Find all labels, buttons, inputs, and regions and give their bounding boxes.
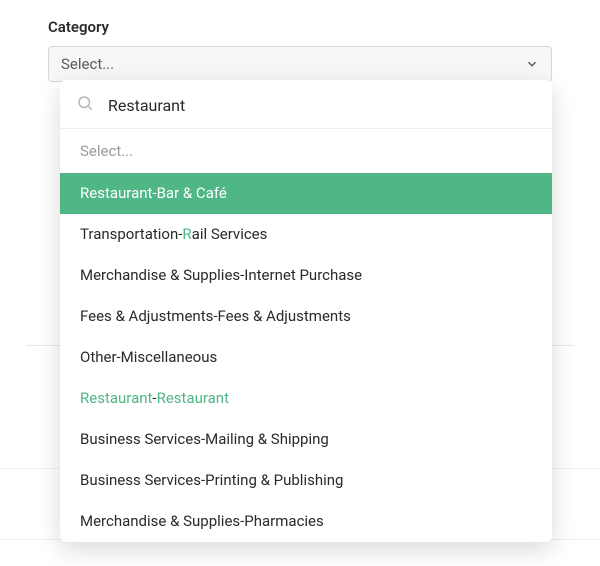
search-icon <box>76 94 94 116</box>
category-dropdown: Select... Restaurant-Bar & CaféTransport… <box>60 80 552 542</box>
dropdown-option[interactable]: Business Services-Mailing & Shipping <box>60 419 552 460</box>
category-select-value: Select... <box>61 55 114 73</box>
dropdown-option[interactable]: Transportation-Rail Services <box>60 214 552 255</box>
dropdown-option[interactable]: Restaurant-Restaurant <box>60 378 552 419</box>
dropdown-search-input[interactable] <box>108 96 536 115</box>
dropdown-list: Restaurant-Bar & CaféTransportation-Rail… <box>60 173 552 542</box>
dropdown-option[interactable]: Fees & Adjustments-Fees & Adjustments <box>60 296 552 337</box>
category-select[interactable]: Select... <box>48 46 552 82</box>
dropdown-option[interactable]: Restaurant-Bar & Café <box>60 173 552 214</box>
chevron-down-icon <box>525 57 539 71</box>
field-label-category: Category <box>48 18 552 36</box>
dropdown-option[interactable]: Merchandise & Supplies-Internet Purchase <box>60 255 552 296</box>
dropdown-placeholder-option[interactable]: Select... <box>60 129 552 173</box>
dropdown-option[interactable]: Business Services-Printing & Publishing <box>60 460 552 501</box>
dropdown-search-row <box>60 80 552 128</box>
dropdown-option[interactable]: Merchandise & Supplies-Pharmacies <box>60 501 552 542</box>
dropdown-option[interactable]: Other-Miscellaneous <box>60 337 552 378</box>
